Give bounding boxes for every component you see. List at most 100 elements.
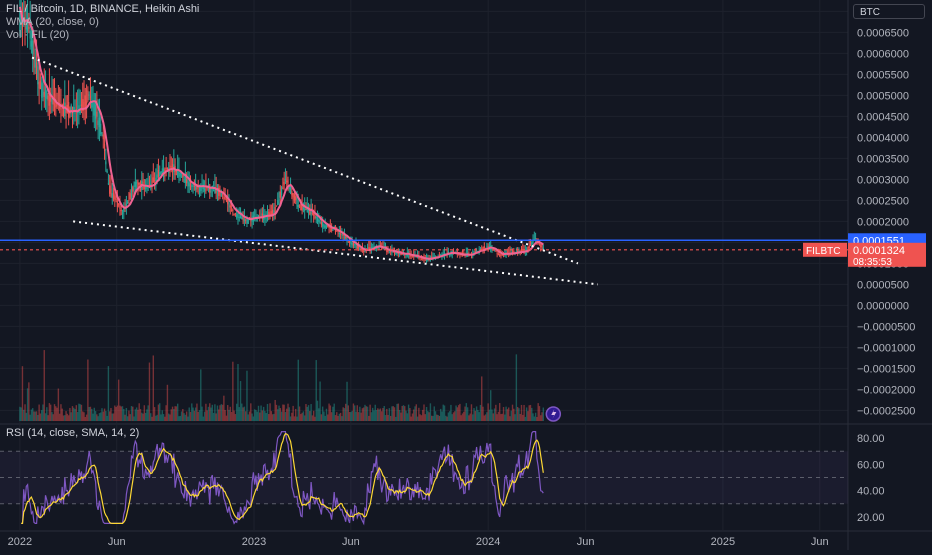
candle-body [220, 192, 222, 197]
volume-bar [170, 409, 172, 421]
volume-bar [252, 416, 255, 421]
volume-bar [164, 416, 166, 421]
rsi-tick-label: 60.00 [857, 459, 885, 471]
volume-bar [264, 410, 266, 421]
volume-bar [423, 404, 425, 421]
volume-bar [47, 415, 49, 421]
volume-bar [42, 404, 44, 421]
volume-bar [168, 413, 170, 421]
volume-bar [44, 413, 47, 421]
volume-bar [74, 409, 76, 421]
volume-bar [48, 403, 51, 421]
currency-selector[interactable]: BTC [853, 4, 925, 19]
volume-bar [152, 355, 155, 421]
candle-body [396, 252, 398, 254]
volume-bar [20, 407, 22, 421]
volume-bar [473, 408, 475, 421]
volume-bar [524, 416, 527, 421]
volume-bar [491, 409, 493, 421]
volume-bar [324, 415, 326, 421]
candle-body [368, 247, 370, 250]
volume-bar [247, 414, 249, 421]
candle-body [109, 185, 111, 194]
resistance-trendline [31, 56, 579, 265]
candle-body [298, 204, 301, 206]
volume-bar [314, 416, 316, 421]
candle-body [166, 167, 169, 171]
volume-bar [291, 412, 293, 421]
candle-body [495, 250, 497, 252]
volume-bar [106, 415, 108, 421]
volume-bar [392, 406, 394, 421]
candle-body [143, 187, 145, 189]
candle-body [121, 212, 124, 214]
volume-bar [339, 412, 342, 421]
volume-bar [427, 411, 429, 421]
volume-bar [242, 407, 244, 421]
candle-body [541, 246, 543, 248]
volume-bar [368, 415, 370, 421]
candle-body [523, 250, 525, 252]
candle-body [102, 134, 104, 140]
candle-body [223, 197, 225, 199]
volume-bar [165, 405, 167, 421]
candle-body [171, 164, 174, 171]
volume-bar [504, 414, 506, 421]
volume-bar [429, 403, 432, 421]
volume-bar [457, 405, 460, 421]
rsi-tick-label: 20.00 [857, 512, 885, 524]
candle-body [227, 199, 229, 205]
volume-bar [506, 409, 509, 421]
volume-bar [461, 413, 464, 421]
candle-body [55, 100, 57, 108]
volume-bar [98, 413, 101, 421]
volume-bar [312, 410, 315, 421]
volume-bar [303, 415, 306, 421]
volume-bar [487, 403, 489, 421]
time-tick-label: 2025 [711, 536, 735, 548]
volume-bar [382, 407, 384, 421]
volume-label: Vol · FIL (20) [6, 29, 70, 41]
volume-bar [80, 404, 83, 421]
volume-bar [162, 414, 165, 421]
volume-bar [411, 413, 414, 421]
volume-bar [188, 407, 190, 421]
candle-body [383, 247, 385, 250]
candle-body [297, 204, 299, 208]
candle-body [241, 216, 243, 220]
candle-body [225, 198, 228, 202]
volume-bar [150, 413, 152, 421]
volume-bar [455, 405, 457, 421]
candle-body [84, 95, 86, 110]
volume-bar [76, 411, 79, 421]
candle-body [284, 178, 287, 182]
candle-body [218, 187, 220, 196]
volume-bar [356, 405, 358, 421]
candle-body [277, 200, 279, 206]
candle-body [51, 97, 53, 104]
candle-body [136, 182, 138, 184]
volume-bar [25, 412, 27, 421]
volume-bar [318, 408, 320, 421]
candle-body [198, 184, 201, 193]
candle-body [517, 251, 519, 253]
candle-body [39, 80, 42, 90]
candle-body [355, 244, 357, 248]
candle-body [221, 193, 224, 195]
candle-body [132, 187, 134, 192]
volume-bar [65, 411, 67, 421]
volume-bar [205, 403, 207, 421]
volume-bar [196, 403, 198, 421]
candle-body [475, 249, 478, 254]
price-tick-label: 0.0002500 [857, 195, 909, 207]
volume-bar [126, 416, 129, 421]
volume-bar [114, 405, 116, 421]
volume-bar [292, 405, 294, 421]
volume-bar [142, 413, 144, 421]
volume-bar [342, 407, 344, 421]
volume-bar [75, 405, 78, 421]
volume-bar [529, 404, 532, 421]
price-tick-label: 0.0006000 [857, 48, 909, 60]
